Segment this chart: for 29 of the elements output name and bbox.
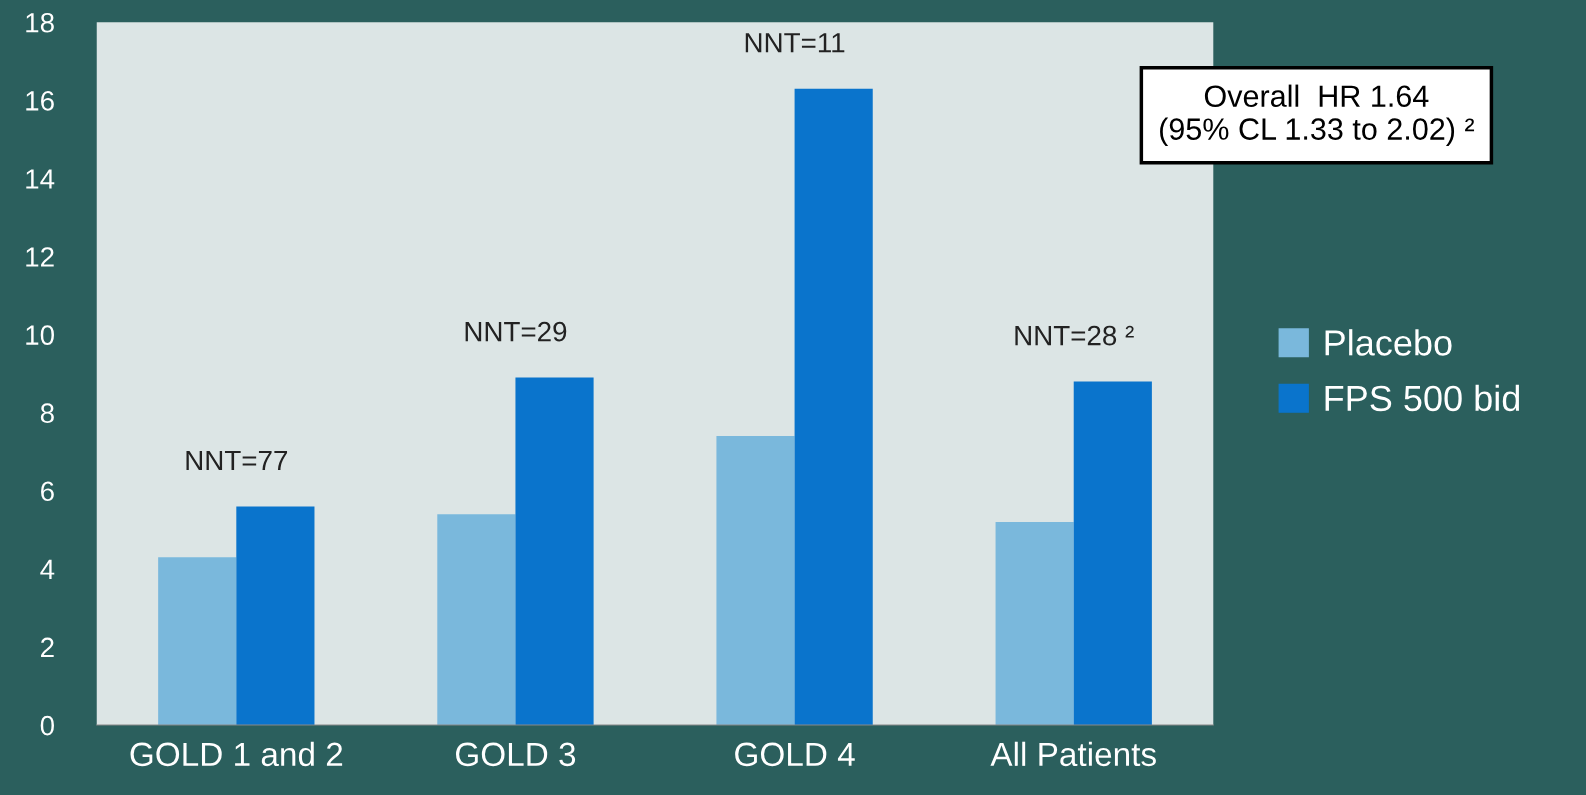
x-tick-label: GOLD 1 and 2 (130, 741, 343, 767)
bar (236, 506, 315, 726)
bar (1073, 381, 1152, 726)
y-tick-label: 10 (26, 325, 54, 345)
y-tick-label: 4 (40, 559, 55, 579)
bar (716, 436, 795, 726)
bar (158, 557, 237, 726)
y-tick-label: 18 (26, 12, 54, 33)
y-tick-label: 8 (40, 403, 54, 424)
y-tick-label: 0 (40, 715, 54, 736)
bar (794, 88, 873, 726)
annotation: NNT=77 (186, 450, 288, 471)
y-tick-label: 2 (41, 637, 54, 658)
bar (995, 522, 1074, 726)
bar (437, 514, 516, 726)
y-tick-label: 6 (41, 481, 54, 502)
annotation: NNT=11 (745, 33, 845, 53)
annotation: NNT=28 ² (1015, 325, 1134, 346)
x-tick-label: GOLD 3 (456, 742, 576, 767)
legend-label: Placebo (1325, 329, 1452, 356)
x-tick-label: All Patients (990, 741, 1156, 767)
legend-label: FPS 500 bid (1325, 384, 1520, 412)
annotation: Overall HR 1.64 (95% CL 1.33 to 2.02) ² (1160, 84, 1475, 146)
bar (515, 377, 594, 726)
y-tick-label: 14 (26, 169, 55, 189)
y-tick-label: 16 (26, 91, 54, 111)
y-tick-label: 12 (26, 247, 54, 267)
annotation: NNT=29 (465, 321, 567, 342)
x-tick-label: GOLD 4 (735, 742, 855, 767)
